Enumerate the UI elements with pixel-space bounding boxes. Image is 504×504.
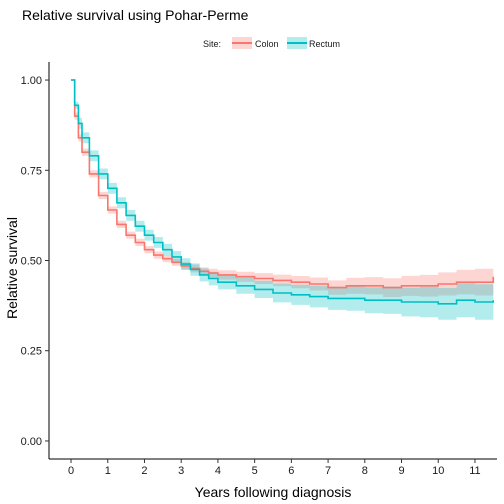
chart-title: Relative survival using Pohar-Perme xyxy=(22,7,249,23)
y-tick-label: 1.00 xyxy=(21,75,42,87)
x-tick-label: 9 xyxy=(398,465,404,477)
x-axis-ticks: 0 1 2 3 4 5 6 7 8 9 10 11 xyxy=(68,459,481,477)
x-tick-label: 6 xyxy=(288,465,294,477)
x-tick-label: 4 xyxy=(215,465,221,477)
y-axis-ticks: 0.00 0.25 0.50 0.75 1.00 xyxy=(21,75,49,448)
y-axis-label: Relative survival xyxy=(4,217,20,319)
y-tick-label: 0.75 xyxy=(21,165,42,177)
x-axis-label: Years following diagnosis xyxy=(195,484,352,500)
y-tick-label: 0.25 xyxy=(21,346,42,358)
x-tick-label: 5 xyxy=(252,465,258,477)
series-line-rectum xyxy=(71,79,495,305)
x-tick-label: 11 xyxy=(469,465,480,477)
series-line-colon xyxy=(71,79,495,289)
x-tick-label: 10 xyxy=(432,465,444,477)
x-tick-label: 8 xyxy=(362,465,368,477)
series-lines xyxy=(71,79,495,305)
legend-title: Site: xyxy=(203,39,221,49)
legend: Site: Colon Rectum xyxy=(203,37,340,49)
x-tick-label: 7 xyxy=(325,465,331,477)
x-tick-label: 1 xyxy=(105,465,111,477)
x-tick-label: 0 xyxy=(68,465,74,477)
x-tick-label: 3 xyxy=(178,465,184,477)
x-tick-label: 2 xyxy=(141,465,147,477)
legend-label-colon: Colon xyxy=(255,39,279,49)
ci-band-colon xyxy=(71,80,494,297)
y-tick-label: 0.00 xyxy=(21,436,42,448)
confidence-bands xyxy=(71,80,494,320)
ci-band-rectum xyxy=(71,80,494,320)
legend-label-rectum: Rectum xyxy=(309,39,340,49)
y-tick-label: 0.50 xyxy=(21,256,42,268)
